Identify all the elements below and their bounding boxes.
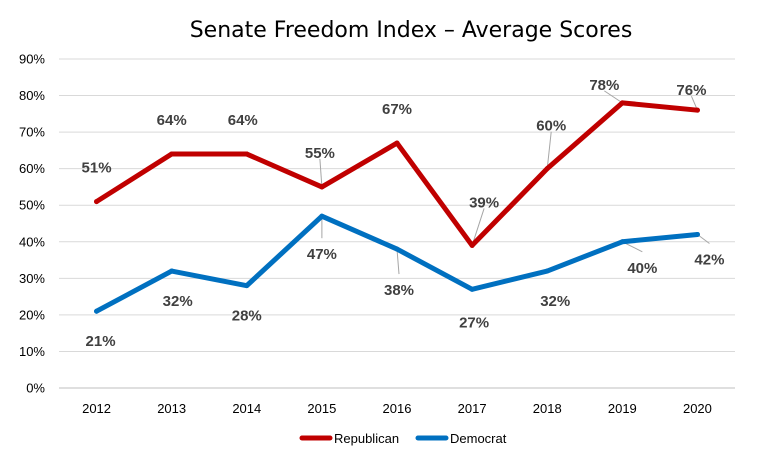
y-tick-label: 80% — [19, 88, 45, 103]
y-tick-label: 90% — [19, 52, 45, 67]
y-tick-label: 10% — [19, 344, 45, 359]
data-label-layer: 51% 64% 64% 55% 67% 39% 60% 78% 76% 21% 32% 28% 47% 3… — [82, 77, 725, 350]
data-label-republican: 64% — [157, 112, 187, 129]
x-tick-label: 2020 — [683, 401, 712, 416]
x-tick-label: 2014 — [232, 401, 261, 416]
data-point-democrat — [94, 308, 100, 314]
y-tick-label: 40% — [19, 234, 45, 249]
data-point-democrat — [394, 246, 400, 252]
axis-layer: 0% 10% 20% 30% 40% 50% 60% 70% 80% 90% 2012 2013 201… — [19, 52, 735, 416]
label-leader-line — [396, 249, 400, 275]
data-point-republican — [394, 140, 400, 146]
series-layer — [94, 100, 700, 314]
y-tick-label: 0% — [26, 381, 45, 396]
data-label-democrat: 21% — [86, 333, 116, 350]
data-label-republican: 51% — [82, 160, 112, 177]
y-tick-label: 30% — [19, 271, 45, 286]
label-leader-line — [546, 131, 552, 169]
chart-title: Senate Freedom Index – Average Scores — [190, 18, 633, 43]
data-point-democrat — [319, 213, 325, 219]
data-label-democrat: 27% — [459, 314, 489, 331]
data-point-republican — [169, 151, 175, 157]
y-tick-label: 50% — [19, 198, 45, 213]
data-point-democrat — [544, 268, 550, 274]
label-leader-line — [604, 90, 623, 104]
data-point-democrat — [694, 231, 700, 237]
data-label-democrat: 47% — [307, 246, 337, 263]
data-label-republican: 78% — [589, 77, 619, 94]
data-point-democrat — [244, 283, 250, 289]
data-point-republican — [319, 184, 325, 190]
y-tick-label: 70% — [19, 125, 45, 140]
data-label-democrat: 38% — [384, 282, 414, 299]
legend-label-democrat: Democrat — [450, 431, 507, 446]
data-point-republican — [694, 107, 700, 113]
data-point-democrat — [169, 268, 175, 274]
data-point-republican — [244, 151, 250, 157]
data-label-democrat: 42% — [694, 251, 724, 268]
grid-layer — [59, 58, 735, 352]
data-label-republican: 76% — [676, 82, 706, 99]
data-label-democrat: 28% — [232, 308, 262, 325]
data-label-republican: 60% — [536, 118, 566, 135]
data-point-republican — [544, 166, 550, 172]
x-tick-label: 2013 — [157, 401, 186, 416]
data-point-republican — [94, 199, 100, 205]
y-tick-label: 60% — [19, 161, 45, 176]
leader-layer — [319, 90, 710, 275]
legend: Republican Democrat — [299, 431, 507, 446]
data-point-republican — [469, 242, 475, 248]
series-line-republican — [94, 100, 700, 248]
data-label-democrat: 32% — [540, 293, 570, 310]
label-leader-line — [319, 158, 323, 187]
x-tick-label: 2012 — [82, 401, 111, 416]
data-point-democrat — [619, 239, 625, 245]
data-label-republican: 64% — [228, 112, 258, 129]
data-label-democrat: 32% — [163, 293, 193, 310]
label-leader-line — [471, 208, 485, 246]
data-label-republican: 67% — [382, 101, 412, 118]
y-tick-label: 20% — [19, 307, 45, 322]
data-point-democrat — [469, 286, 475, 292]
x-tick-label: 2017 — [458, 401, 487, 416]
data-point-republican — [619, 100, 625, 106]
x-tick-label: 2015 — [307, 401, 336, 416]
x-tick-label: 2016 — [383, 401, 412, 416]
legend-label-republican: Republican — [334, 431, 399, 446]
x-tick-label: 2019 — [608, 401, 637, 416]
data-label-republican: 55% — [305, 145, 335, 162]
data-label-democrat: 40% — [627, 260, 657, 277]
x-tick-label: 2018 — [533, 401, 562, 416]
data-label-republican: 39% — [469, 194, 499, 211]
